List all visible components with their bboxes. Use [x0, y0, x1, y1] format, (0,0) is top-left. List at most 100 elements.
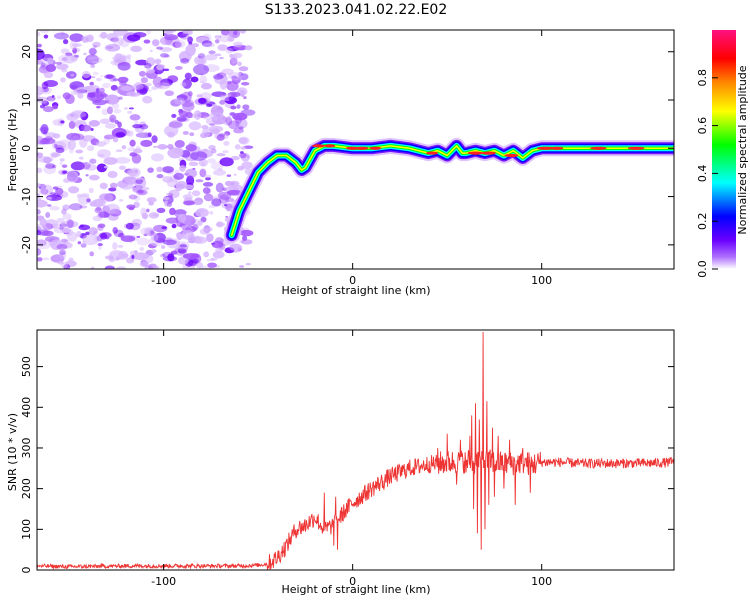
noise-blob [117, 61, 131, 71]
x-tick-label: -100 [151, 575, 176, 588]
noise-blob [49, 192, 57, 195]
noise-blob [184, 184, 194, 190]
noise-blob [132, 124, 143, 129]
ridge-hotspot [467, 151, 484, 155]
noise-blob [234, 144, 241, 150]
noise-blob [60, 77, 66, 83]
noise-blob [240, 239, 253, 245]
spectrogram-x-ticks: -100 0 100 [151, 30, 552, 287]
noise-blob [232, 112, 248, 121]
noise-blob [118, 96, 123, 100]
noise-blob [212, 104, 217, 107]
noise-blob [210, 162, 224, 171]
noise-blob [103, 134, 116, 140]
noise-blob [193, 64, 210, 76]
noise-blob [162, 166, 174, 174]
noise-blob [37, 257, 43, 262]
noise-blob [239, 229, 254, 237]
noise-blob [148, 243, 157, 249]
noise-blob [151, 153, 164, 162]
noise-blob [204, 54, 218, 61]
noise-blob [100, 31, 108, 39]
noise-blob [47, 57, 54, 65]
noise-blob [98, 192, 114, 203]
noise-blob [225, 116, 233, 126]
noise-blob [77, 241, 82, 245]
noise-blob [82, 70, 91, 79]
colorbar-gradient [712, 30, 736, 269]
noise-blob [237, 71, 244, 77]
noise-blob [208, 50, 216, 55]
noise-blob [224, 203, 228, 207]
noise-blob [117, 76, 129, 83]
noise-blob [70, 54, 79, 62]
noise-blob [131, 83, 144, 90]
noise-blob [109, 114, 117, 123]
noise-blob [196, 262, 204, 269]
x-tick-label: 100 [531, 575, 552, 588]
noise-blob [188, 121, 202, 131]
noise-blob [88, 187, 94, 194]
noise-blob [151, 135, 158, 143]
noise-blob [225, 47, 234, 54]
noise-blob [89, 251, 94, 257]
noise-blob [145, 57, 156, 67]
noise-blob [183, 172, 190, 176]
noise-blob [240, 82, 250, 86]
noise-blob [201, 265, 208, 269]
noise-blob [98, 246, 102, 250]
noise-blob [192, 224, 199, 231]
y-tick-label: 200 [20, 478, 33, 499]
noise-blob [188, 161, 199, 167]
noise-blob [52, 119, 63, 126]
noise-blob [108, 187, 117, 192]
noise-blob [63, 55, 78, 64]
noise-blob [160, 47, 173, 52]
noise-blob [114, 89, 119, 93]
noise-blob [90, 266, 95, 269]
noise-blob [59, 226, 64, 230]
noise-blob [206, 258, 213, 262]
noise-blob [169, 207, 176, 216]
noise-blob [116, 266, 127, 269]
noise-blob [144, 265, 154, 269]
noise-blob [166, 202, 172, 207]
noise-blob [105, 74, 115, 79]
noise-blob [217, 167, 223, 172]
ridge-hotspot [324, 144, 336, 148]
noise-blob [239, 265, 245, 268]
noise-blob [66, 171, 79, 183]
noise-blob [80, 243, 87, 248]
noise-blob [128, 92, 141, 97]
spectrogram-y-label: Frequency (Hz) [6, 109, 19, 192]
noise-blob [149, 49, 153, 52]
noise-blob [164, 34, 178, 41]
noise-blob [89, 158, 97, 164]
noise-blob [204, 174, 212, 179]
noise-blob [108, 255, 114, 261]
noise-blob [62, 170, 68, 174]
noise-blob [231, 92, 237, 97]
noise-blob [61, 164, 68, 168]
noise-blob [146, 68, 156, 74]
noise-blob [95, 141, 107, 147]
noise-blob [156, 46, 163, 50]
noise-blob [197, 57, 207, 65]
noise-blob [92, 41, 101, 48]
noise-blob [203, 193, 214, 202]
noise-blob [221, 202, 234, 209]
noise-blob [89, 75, 96, 79]
noise-blob [182, 30, 190, 34]
noise-blob [154, 266, 160, 269]
noise-blob [136, 237, 150, 246]
noise-blob [231, 75, 237, 80]
noise-blob [50, 254, 65, 263]
noise-blob [45, 211, 51, 219]
noise-blob [219, 56, 224, 60]
noise-blob [46, 196, 53, 200]
noise-blob [141, 212, 149, 219]
noise-blob [83, 163, 88, 166]
noise-blob [107, 170, 118, 179]
y-tick-label: 500 [20, 356, 33, 377]
noise-blob [115, 131, 126, 138]
